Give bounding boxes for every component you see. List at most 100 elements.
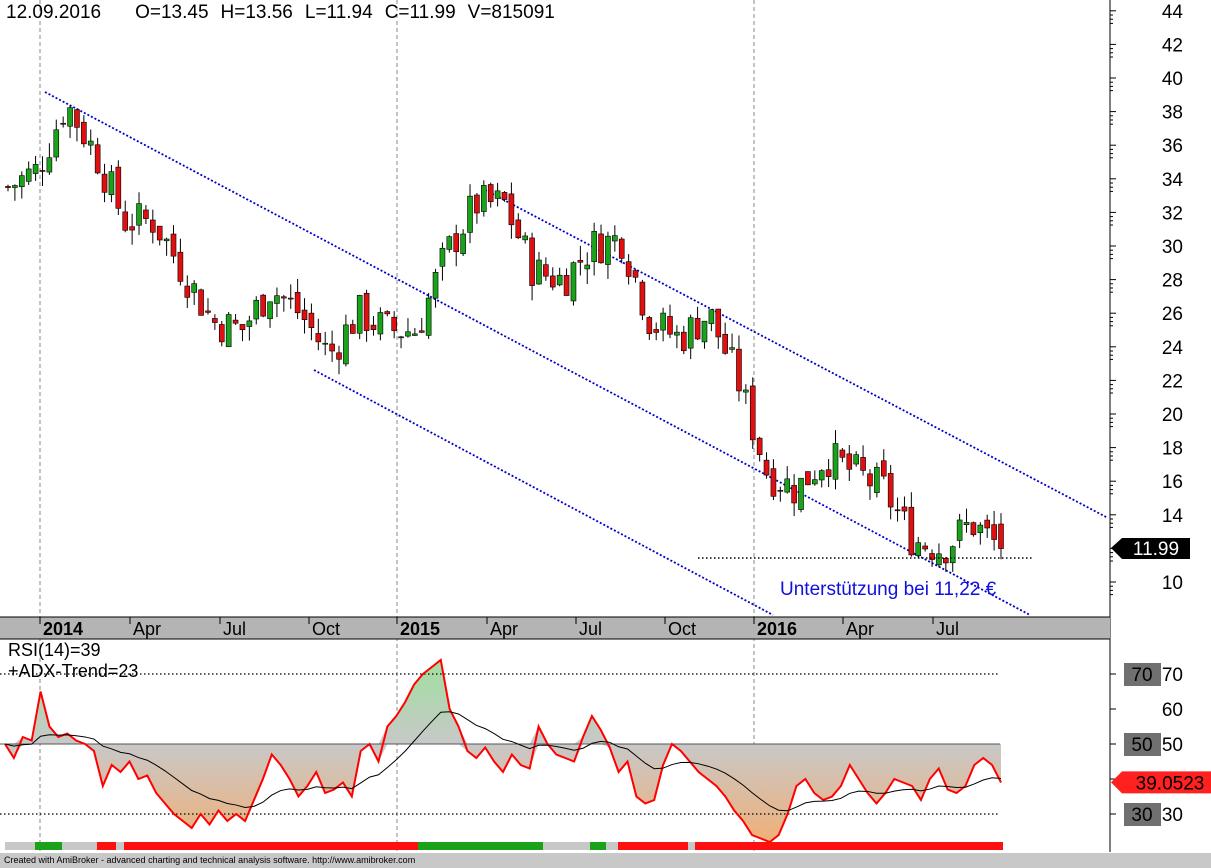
price-tick-label: 34 bbox=[1162, 170, 1184, 191]
trend-segment bbox=[418, 842, 543, 850]
candle-body bbox=[929, 553, 935, 560]
candle-body bbox=[260, 294, 266, 317]
trendlines bbox=[44, 91, 1109, 616]
rsi-last-value-tag bbox=[1111, 771, 1211, 794]
rsi-level-box bbox=[1124, 733, 1161, 756]
candle-body bbox=[349, 324, 356, 334]
candle-body bbox=[543, 264, 549, 277]
candle-body bbox=[839, 449, 846, 458]
candle-body bbox=[315, 333, 322, 343]
candle-body bbox=[363, 292, 370, 331]
candle-body bbox=[549, 275, 556, 288]
candle-body bbox=[818, 470, 825, 481]
candle-body bbox=[94, 144, 101, 174]
candle-body bbox=[943, 558, 949, 564]
rsi-title: RSI(14)=39 bbox=[8, 640, 101, 660]
candle-body bbox=[391, 316, 397, 331]
candle-body bbox=[239, 324, 246, 331]
rsi-last-value: 39.0523 bbox=[1136, 773, 1205, 794]
price-tick-label: 30 bbox=[1162, 237, 1183, 258]
candle-body bbox=[680, 331, 687, 352]
x-tick-label: Oct bbox=[312, 619, 340, 639]
candle-body bbox=[508, 193, 515, 226]
trend-segment bbox=[97, 842, 116, 850]
candle-body bbox=[874, 466, 880, 493]
x-tick-label: 2014 bbox=[43, 619, 83, 639]
footer-credit: Created with AmiBroker - advanced charti… bbox=[0, 853, 1211, 868]
candle-body bbox=[377, 312, 384, 335]
candle-body bbox=[474, 194, 480, 214]
candle-body bbox=[880, 460, 887, 477]
candle-body bbox=[439, 247, 446, 267]
trend-segment bbox=[590, 842, 606, 850]
trend-segment bbox=[5, 842, 35, 850]
candle-body bbox=[122, 211, 129, 231]
trend-segment bbox=[688, 842, 695, 850]
candle-body bbox=[115, 166, 122, 209]
candle-body bbox=[212, 318, 218, 323]
candle-body bbox=[894, 509, 901, 512]
candle-body bbox=[901, 506, 908, 512]
candle-body bbox=[529, 237, 535, 286]
rsi-signal-line bbox=[4, 711, 1002, 812]
candle-body bbox=[287, 297, 294, 300]
adx-trend-bar bbox=[5, 842, 1003, 850]
last-price-value: 11.99 bbox=[1133, 539, 1179, 560]
price-tick-label: 40 bbox=[1162, 69, 1183, 90]
candle-body bbox=[425, 297, 432, 336]
trend-segment bbox=[618, 842, 688, 850]
candle-body bbox=[515, 219, 522, 239]
candle-body bbox=[667, 316, 673, 335]
candle-body bbox=[81, 121, 87, 145]
candle-body bbox=[936, 553, 942, 566]
ohlc-header: 12.09.2016 O=13.45 H=13.56 L=11.94 C=11.99 V=… bbox=[6, 2, 567, 24]
candle-body bbox=[60, 122, 66, 125]
candle-body bbox=[915, 542, 922, 557]
candle-body bbox=[812, 479, 818, 485]
candle-body bbox=[246, 320, 253, 327]
candle-body bbox=[584, 264, 591, 270]
candle-body bbox=[301, 309, 308, 321]
candle-body bbox=[853, 454, 859, 465]
x-tick-label: Apr bbox=[133, 619, 161, 639]
candle-body bbox=[370, 324, 377, 330]
header-date: 12.09.2016 bbox=[6, 2, 102, 23]
candle-body bbox=[805, 471, 811, 486]
price-tick-label: 44 bbox=[1162, 2, 1184, 23]
candle-body bbox=[846, 453, 853, 470]
candle-body bbox=[908, 506, 915, 556]
x-tick-label: Jul bbox=[579, 619, 602, 639]
candle-body bbox=[322, 342, 329, 345]
price-tick-label: 26 bbox=[1162, 304, 1183, 325]
candle-body bbox=[867, 473, 873, 487]
candle-body bbox=[715, 308, 722, 338]
trendline bbox=[44, 91, 1031, 616]
candle-body bbox=[253, 299, 260, 320]
candle-body bbox=[487, 184, 494, 203]
candle-body bbox=[577, 260, 584, 263]
candle-body bbox=[556, 274, 563, 286]
candle-body bbox=[998, 523, 1004, 549]
x-tick-label: Jul bbox=[936, 619, 959, 639]
candle-body bbox=[922, 545, 928, 550]
candle-body bbox=[722, 333, 728, 354]
candle-body bbox=[150, 219, 156, 233]
rsi-y-axis: 706050403070503039.0523 bbox=[1110, 663, 1211, 826]
candle-body bbox=[412, 333, 418, 336]
candle-body bbox=[887, 473, 894, 508]
x-axis-labels: 2014 Apr Jul Oct 2015 Apr Jul Oct 2016 Apr Jul bbox=[39, 617, 959, 639]
candle-body bbox=[136, 203, 142, 226]
x-tick-label: 2016 bbox=[757, 619, 797, 639]
candle-body bbox=[729, 347, 735, 350]
candle-body bbox=[632, 270, 639, 278]
candle-body bbox=[749, 385, 756, 441]
candle-body bbox=[5, 186, 11, 188]
candle-body bbox=[398, 336, 404, 339]
rsi-tick-label: 70 bbox=[1162, 665, 1183, 686]
candle-body bbox=[674, 331, 680, 336]
candle-body bbox=[129, 226, 135, 231]
candle-body bbox=[832, 443, 839, 480]
candle-body bbox=[963, 522, 970, 526]
